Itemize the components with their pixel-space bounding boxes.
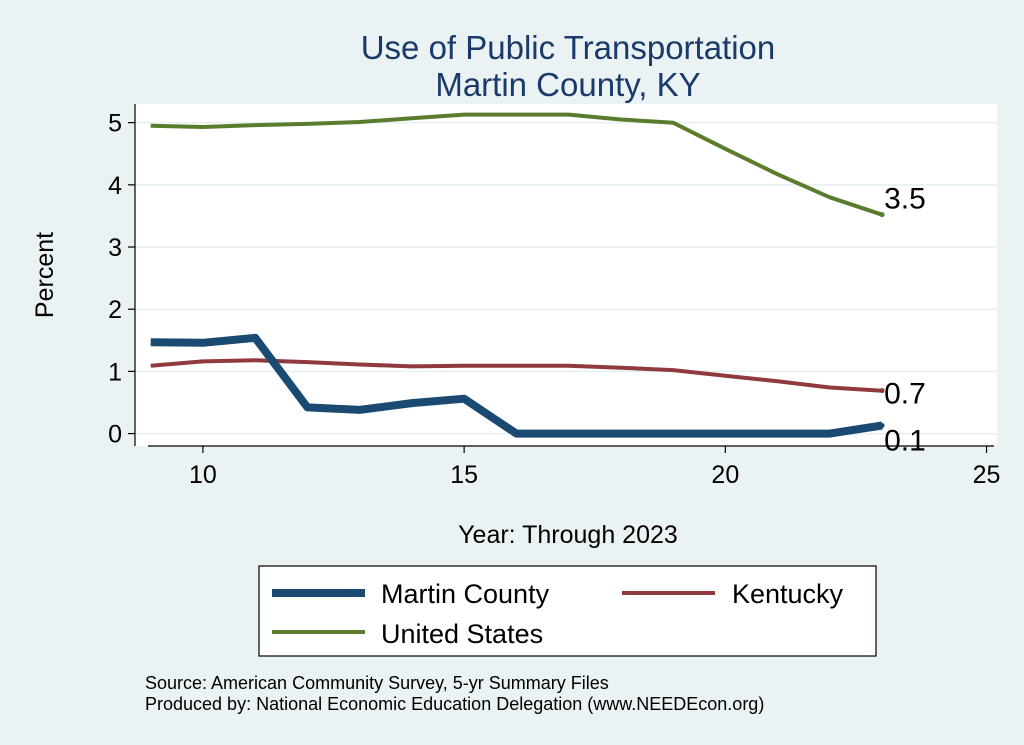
- x-tick-label-10: 10: [189, 461, 217, 489]
- source-note: Source: American Community Survey, 5-yr …: [145, 673, 609, 693]
- plot-area: [135, 104, 997, 446]
- end-marker-2: [879, 212, 885, 218]
- legend-label-0: Martin County: [381, 579, 550, 609]
- produced-by-note: Produced by: National Economic Education…: [145, 694, 764, 714]
- end-marker-1: [879, 388, 885, 394]
- y-tick-label-4: 4: [108, 172, 122, 200]
- chart-subtitle: Martin County, KY: [435, 66, 700, 103]
- x-tick-label-20: 20: [711, 461, 739, 489]
- series-lines: [150, 112, 883, 438]
- x-tick-label-25: 25: [973, 461, 1001, 489]
- x-axis-label: Year: Through 2023: [458, 521, 678, 549]
- legend-entries: Martin County Kentucky United States: [272, 579, 844, 649]
- x-tick-label-15: 15: [450, 461, 478, 489]
- series-line-2: [150, 112, 883, 217]
- chart-title: Use of Public Transportation: [361, 29, 776, 66]
- legend-label-1: Kentucky: [732, 579, 844, 609]
- y-tick-label-5: 5: [108, 110, 122, 138]
- legend: [258, 565, 877, 657]
- end-labels: 0.1 0.7 3.5: [879, 183, 926, 457]
- axes: 0 1 2 3 4 5 10 15 20 25: [108, 104, 1000, 489]
- legend-label-2: United States: [381, 619, 543, 649]
- end-label-2: 3.5: [884, 183, 926, 216]
- y-tick-label-1: 1: [108, 358, 122, 386]
- series-line-0: [150, 333, 883, 438]
- y-axis-label: Percent: [31, 232, 59, 318]
- y-tick-label-2: 2: [108, 296, 122, 324]
- y-tick-label-3: 3: [108, 234, 122, 262]
- end-marker-0: [879, 422, 885, 428]
- end-label-1: 0.7: [884, 378, 926, 411]
- y-tick-label-0: 0: [108, 421, 122, 449]
- end-label-0: 0.1: [884, 424, 926, 457]
